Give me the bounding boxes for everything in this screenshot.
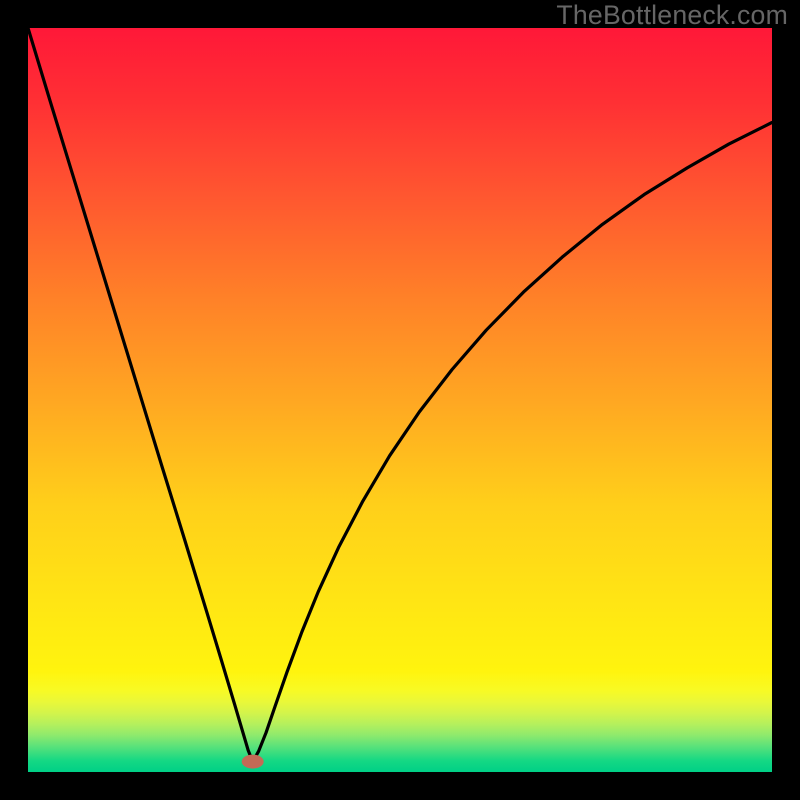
chart-svg [0,0,800,800]
chart-background [28,28,772,772]
watermark-text: TheBottleneck.com [556,0,788,31]
minimum-marker [242,755,264,769]
chart-stage: TheBottleneck.com [0,0,800,800]
